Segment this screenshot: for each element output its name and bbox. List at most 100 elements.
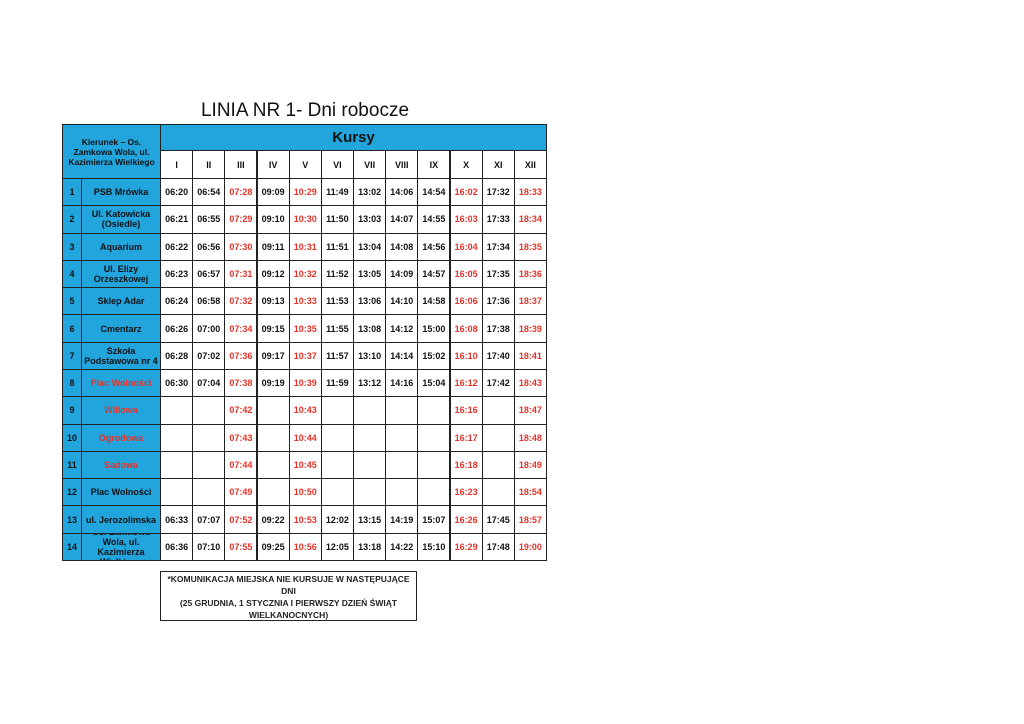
courses-header: Kursy	[160, 124, 547, 151]
departure-time: 11:55	[320, 314, 354, 343]
departure-time: 10:45	[288, 450, 322, 480]
departure-time: 14:06	[385, 178, 419, 207]
departure-time	[160, 396, 194, 425]
note-line: (25 GRUDNIA, 1 STYCZNIA I PIERWSZY DZIEŃ…	[179, 598, 398, 620]
departure-time	[256, 450, 290, 480]
departure-time: 16:05	[449, 259, 483, 289]
departure-time: 16:29	[449, 532, 483, 561]
departure-time: 13:08	[353, 314, 387, 343]
departure-time	[160, 423, 194, 452]
departure-time: 10:33	[288, 287, 322, 316]
departure-time: 16:10	[449, 341, 483, 370]
stop-name: Sklep Adar	[81, 287, 161, 316]
departure-time	[256, 423, 290, 452]
column-header: II	[192, 150, 226, 179]
departure-time: 10:56	[288, 532, 322, 561]
departure-time	[353, 478, 387, 507]
row-number: 1	[62, 178, 82, 207]
departure-time	[385, 450, 419, 480]
direction-header: Kierunek – Os. Zamkowa Wola, ul. Kazimie…	[62, 124, 161, 179]
departure-time	[192, 423, 226, 452]
column-header: IV	[256, 150, 290, 179]
departure-time: 18:48	[513, 423, 547, 452]
departure-time: 13:12	[353, 369, 387, 398]
departure-time: 11:57	[320, 341, 354, 370]
departure-time: 06:28	[160, 341, 194, 370]
departure-time: 13:06	[353, 287, 387, 316]
departure-time: 10:53	[288, 505, 322, 534]
departure-time: 15:04	[417, 369, 451, 398]
departure-time: 16:17	[449, 423, 483, 452]
departure-time: 16:08	[449, 314, 483, 343]
departure-time	[353, 396, 387, 425]
departure-time: 18:49	[513, 450, 547, 480]
departure-time: 11:50	[320, 205, 354, 234]
departure-time: 14:10	[385, 287, 419, 316]
stop-name: Willowa	[81, 396, 161, 425]
departure-time: 10:37	[288, 341, 322, 370]
stop-name: Szkoła Podstawowa nr 4	[81, 341, 161, 370]
departure-time: 07:04	[192, 369, 226, 398]
departure-time: 16:04	[449, 232, 483, 261]
departure-time: 18:41	[513, 341, 547, 370]
departure-time: 18:36	[513, 259, 547, 289]
departure-time	[353, 423, 387, 452]
departure-time: 09:11	[256, 232, 290, 261]
departure-time	[385, 396, 419, 425]
departure-time: 10:30	[288, 205, 322, 234]
departure-time: 07:42	[224, 396, 258, 425]
departure-time: 18:35	[513, 232, 547, 261]
departure-time: 09:17	[256, 341, 290, 370]
departure-time: 17:48	[481, 532, 515, 561]
departure-time: 07:32	[224, 287, 258, 316]
departure-time: 11:52	[320, 259, 354, 289]
departure-time: 18:47	[513, 396, 547, 425]
departure-time	[385, 478, 419, 507]
column-header: XII	[513, 150, 547, 179]
departure-time: 06:36	[160, 532, 194, 561]
column-header: III	[224, 150, 258, 179]
departure-time: 07:10	[192, 532, 226, 561]
departure-time: 18:54	[513, 478, 547, 507]
departure-time: 13:05	[353, 259, 387, 289]
departure-time: 09:19	[256, 369, 290, 398]
departure-time: 07:30	[224, 232, 258, 261]
departure-time: 11:51	[320, 232, 354, 261]
departure-time	[481, 478, 515, 507]
departure-time	[192, 396, 226, 425]
row-number: 5	[62, 287, 82, 316]
departure-time: 16:23	[449, 478, 483, 507]
departure-time: 15:00	[417, 314, 451, 343]
note-line: *KOMUNIKACJA MIEJSKA NIE KURSUJE W NASTĘ…	[167, 574, 410, 596]
departure-time: 06:21	[160, 205, 194, 234]
column-header: V	[288, 150, 322, 179]
departure-time: 10:50	[288, 478, 322, 507]
departure-time: 14:19	[385, 505, 419, 534]
departure-time	[353, 450, 387, 480]
departure-time: 09:15	[256, 314, 290, 343]
departure-time: 12:05	[320, 532, 354, 561]
departure-time: 10:44	[288, 423, 322, 452]
departure-time: 06:22	[160, 232, 194, 261]
departure-time: 14:58	[417, 287, 451, 316]
departure-time: 06:33	[160, 505, 194, 534]
departure-time: 07:36	[224, 341, 258, 370]
departure-time: 15:10	[417, 532, 451, 561]
title: LINIA NR 1- Dni robocze	[200, 100, 410, 121]
stop-name: ul. Jerozolimska	[81, 505, 161, 534]
departure-time: 17:36	[481, 287, 515, 316]
departure-time: 07:38	[224, 369, 258, 398]
departure-time: 06:26	[160, 314, 194, 343]
departure-time	[256, 396, 290, 425]
stop-name: PSB Mrówka	[81, 178, 161, 207]
departure-time: 09:10	[256, 205, 290, 234]
departure-time: 06:30	[160, 369, 194, 398]
departure-time: 07:29	[224, 205, 258, 234]
departure-time: 07:02	[192, 341, 226, 370]
departure-time	[385, 423, 419, 452]
stop-name: Aquarium	[81, 232, 161, 261]
departure-time: 14:14	[385, 341, 419, 370]
departure-time	[481, 423, 515, 452]
departure-time: 13:04	[353, 232, 387, 261]
